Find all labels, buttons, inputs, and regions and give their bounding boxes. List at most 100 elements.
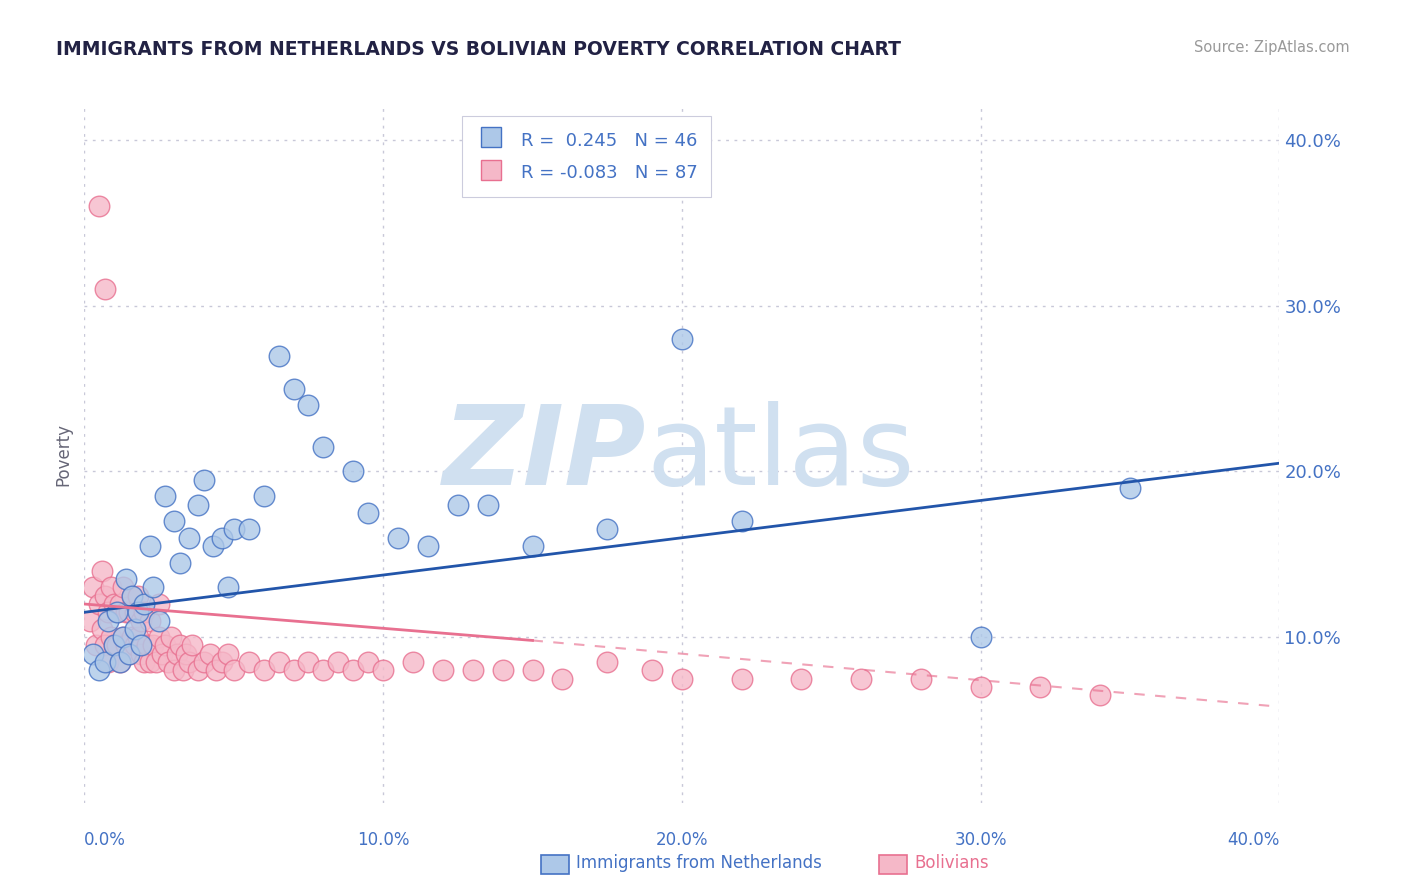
Point [103, 639, 125, 653]
Point [174, 647, 197, 661]
Point [127, 589, 149, 603]
Point [551, 672, 574, 686]
Text: ZIP: ZIP [443, 401, 645, 508]
Point [177, 531, 200, 545]
Text: 30.0%: 30.0% [955, 830, 1007, 848]
Y-axis label: Poverty: Poverty [55, 424, 73, 486]
Point [105, 605, 128, 619]
Point [94, 639, 117, 653]
Point [100, 630, 122, 644]
Point [910, 672, 932, 686]
Point [731, 514, 754, 528]
Point [105, 605, 128, 619]
Point [172, 663, 194, 677]
Point [97, 605, 120, 619]
Text: IMMIGRANTS FROM NETHERLANDS VS BOLIVIAN POVERTY CORRELATION CHART: IMMIGRANTS FROM NETHERLANDS VS BOLIVIAN … [56, 40, 901, 59]
Point [139, 655, 162, 669]
Point [205, 663, 228, 677]
Point [148, 630, 170, 644]
Point [198, 647, 221, 661]
Point [671, 672, 693, 686]
Point [127, 630, 149, 644]
Point [153, 489, 176, 503]
Point [112, 630, 135, 644]
Point [91, 564, 114, 578]
Point [201, 539, 224, 553]
Point [89, 597, 111, 611]
Point [187, 663, 209, 677]
Point [94, 655, 117, 669]
Point [222, 523, 245, 537]
Point [357, 655, 380, 669]
Point [180, 639, 204, 653]
Point [522, 663, 544, 677]
Point [447, 498, 470, 512]
Legend: R =  0.245   N = 46, R = -0.083   N = 87: R = 0.245 N = 46, R = -0.083 N = 87 [461, 116, 711, 197]
Point [371, 663, 394, 677]
Point [267, 655, 290, 669]
Point [163, 663, 186, 677]
Point [169, 639, 191, 653]
Point [253, 663, 276, 677]
Point [253, 489, 276, 503]
Point [124, 605, 146, 619]
Text: 40.0%: 40.0% [1227, 830, 1279, 848]
Point [193, 655, 215, 669]
Point [970, 680, 993, 694]
Point [89, 199, 111, 213]
Text: 20.0%: 20.0% [655, 830, 709, 848]
Point [187, 498, 209, 512]
Point [328, 655, 350, 669]
Point [849, 672, 872, 686]
Point [357, 506, 380, 520]
Text: atlas: atlas [645, 401, 914, 508]
Point [312, 663, 335, 677]
Point [132, 605, 156, 619]
Point [129, 614, 152, 628]
Point [103, 597, 125, 611]
Point [145, 655, 167, 669]
Point [193, 473, 215, 487]
Point [94, 282, 117, 296]
Point [105, 639, 128, 653]
Point [118, 605, 141, 619]
Point [671, 332, 693, 346]
Point [129, 647, 152, 661]
Point [124, 639, 146, 653]
Point [82, 647, 104, 661]
Point [100, 581, 122, 595]
Point [297, 398, 319, 412]
Point [416, 539, 439, 553]
Point [492, 663, 515, 677]
Point [142, 581, 165, 595]
Point [136, 639, 159, 653]
Point [127, 605, 149, 619]
Point [402, 655, 425, 669]
Point [1090, 688, 1112, 702]
Point [596, 523, 619, 537]
Text: 0.0%: 0.0% [84, 830, 127, 848]
Text: Immigrants from Netherlands: Immigrants from Netherlands [576, 855, 823, 872]
Point [142, 639, 165, 653]
Point [283, 382, 305, 396]
Point [118, 647, 141, 661]
Point [157, 655, 180, 669]
Point [238, 655, 260, 669]
Point [166, 647, 188, 661]
Point [312, 440, 335, 454]
Point [1029, 680, 1052, 694]
Point [118, 647, 141, 661]
Point [112, 630, 135, 644]
Point [86, 639, 108, 653]
Point [115, 639, 138, 653]
Text: Bolivians: Bolivians [914, 855, 988, 872]
Point [731, 672, 754, 686]
Point [103, 639, 125, 653]
Point [121, 589, 143, 603]
Point [267, 349, 290, 363]
Point [169, 556, 191, 570]
Point [217, 647, 239, 661]
Point [132, 597, 156, 611]
Point [112, 581, 135, 595]
Point [641, 663, 664, 677]
